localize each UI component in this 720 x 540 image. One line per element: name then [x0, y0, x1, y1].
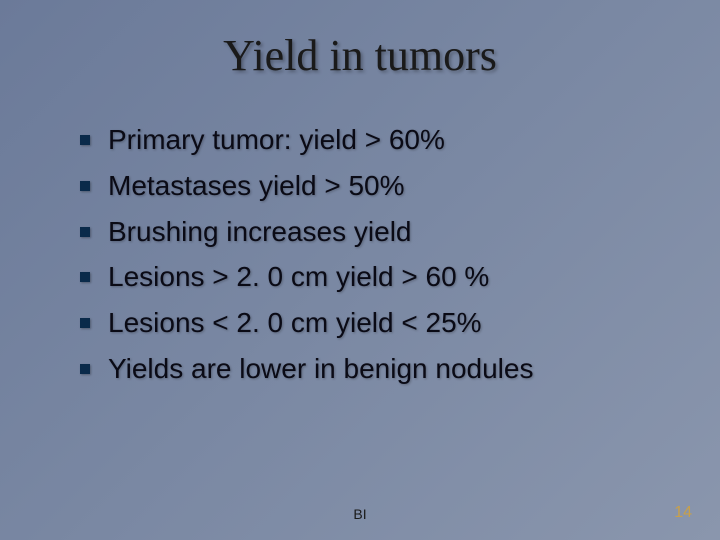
bullet-text: Primary tumor: yield > 60% — [108, 121, 445, 159]
bullet-text: Lesions > 2. 0 cm yield > 60 % — [108, 258, 489, 296]
square-bullet-icon — [80, 318, 90, 328]
list-item: Lesions < 2. 0 cm yield < 25% — [80, 304, 670, 342]
list-item: Lesions > 2. 0 cm yield > 60 % — [80, 258, 670, 296]
square-bullet-icon — [80, 364, 90, 374]
square-bullet-icon — [80, 135, 90, 145]
slide-container: Yield in tumors Primary tumor: yield > 6… — [0, 0, 720, 540]
footer-center-text: BI — [353, 506, 366, 522]
list-item: Metastases yield > 50% — [80, 167, 670, 205]
page-number: 14 — [674, 504, 692, 522]
bullet-text: Metastases yield > 50% — [108, 167, 405, 205]
bullet-list: Primary tumor: yield > 60% Metastases yi… — [50, 121, 670, 388]
slide-title: Yield in tumors — [50, 30, 670, 81]
list-item: Brushing increases yield — [80, 213, 670, 251]
bullet-text: Lesions < 2. 0 cm yield < 25% — [108, 304, 482, 342]
list-item: Primary tumor: yield > 60% — [80, 121, 670, 159]
bullet-text: Yields are lower in benign nodules — [108, 350, 533, 388]
list-item: Yields are lower in benign nodules — [80, 350, 670, 388]
square-bullet-icon — [80, 181, 90, 191]
square-bullet-icon — [80, 227, 90, 237]
square-bullet-icon — [80, 272, 90, 282]
bullet-text: Brushing increases yield — [108, 213, 412, 251]
